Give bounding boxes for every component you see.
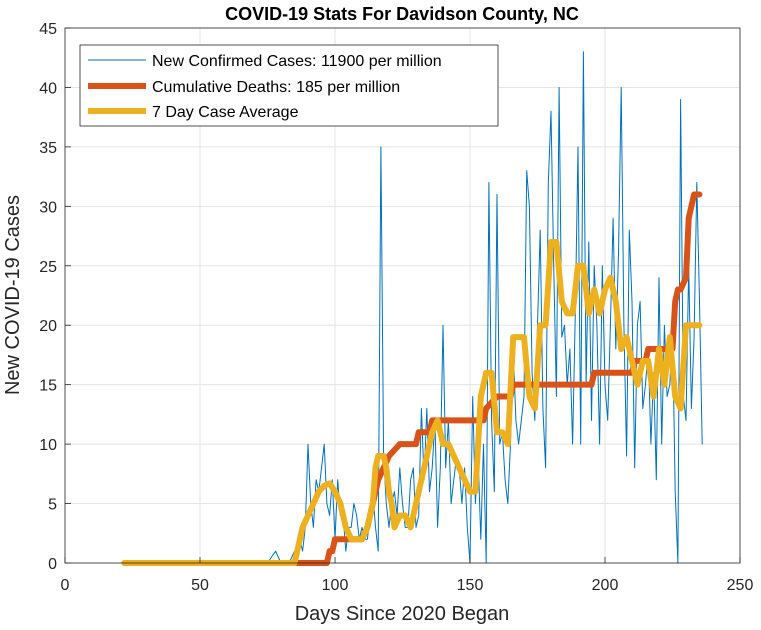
legend-box [79, 44, 499, 127]
y-tick-label: 30 [39, 199, 57, 216]
legend-label-deaths: Cumulative Deaths: 185 per million [152, 79, 400, 96]
y-tick-label: 45 [39, 21, 57, 38]
series-line-7-day-average [121, 239, 703, 566]
y-axis-title: New COVID-19 Cases [2, 195, 24, 395]
series-line-new-cases [123, 51, 703, 564]
y-tick-label: 35 [39, 140, 57, 157]
legend-label-average: 7 Day Case Average [152, 104, 299, 121]
plot-border [64, 27, 741, 564]
y-tick-label: 0 [48, 556, 57, 573]
x-axis-title: Days Since 2020 Began [295, 603, 510, 625]
x-tick-label: 0 [61, 577, 70, 594]
y-tick-label: 25 [39, 259, 57, 276]
x-tick-label: 150 [457, 577, 484, 594]
x-tick-label: 50 [191, 577, 209, 594]
y-tick-label: 10 [39, 437, 57, 454]
ticks: 0 50 100 150 200 250 0 5 10 15 20 25 30 35 40 45 [39, 21, 753, 594]
x-tick-label: 100 [322, 577, 349, 594]
legend-label-cases: New Confirmed Cases: 11900 per million [152, 53, 442, 70]
x-tick-label: 200 [592, 577, 619, 594]
series-group [121, 51, 703, 566]
y-tick-label: 40 [39, 80, 57, 97]
chart-title: COVID-19 Stats For Davidson County, NC [225, 4, 579, 24]
y-tick-label: 5 [48, 497, 57, 514]
y-tick-label: 20 [39, 318, 57, 335]
y-tick-label: 15 [39, 378, 57, 395]
x-tick-label: 250 [727, 577, 754, 594]
legend: New Confirmed Cases: 11900 per million C… [79, 44, 499, 127]
